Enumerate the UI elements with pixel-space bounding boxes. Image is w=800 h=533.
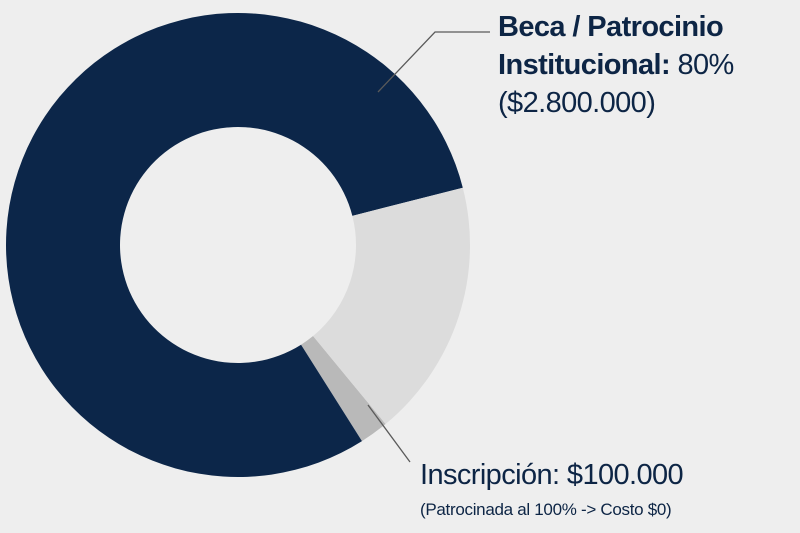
beca-label-line1: Beca / Patrocinio bbox=[498, 8, 734, 46]
beca-percent: 80% bbox=[670, 49, 734, 81]
inscripcion-label: Inscripción: $100.000 bbox=[420, 456, 683, 494]
beca-amount: ($2.800.000) bbox=[498, 84, 734, 122]
donut-slices bbox=[6, 13, 470, 477]
annotation-inscripcion: Inscripción: $100.000 (Patrocinada al 10… bbox=[420, 456, 683, 522]
beca-label-line2-strong: Institucional: bbox=[498, 49, 670, 81]
annotation-beca: Beca / Patrocinio Institucional: 80% ($2… bbox=[498, 8, 734, 122]
inscripcion-note: (Patrocinada al 100% -> Costo $0) bbox=[420, 498, 683, 522]
beca-label-line2: Institucional: 80% bbox=[498, 46, 734, 84]
